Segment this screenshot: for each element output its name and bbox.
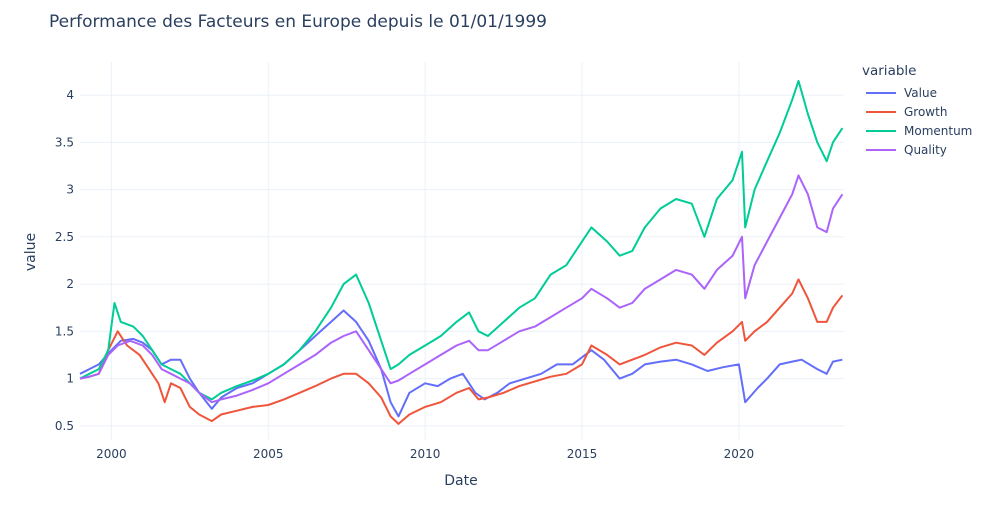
y-tick-label: 4 bbox=[66, 88, 74, 102]
x-axis-title: Date bbox=[444, 473, 477, 489]
legend-label-quality: Quality bbox=[904, 142, 947, 157]
legend-label-momentum: Momentum bbox=[904, 123, 973, 138]
y-axis-title: value bbox=[23, 233, 39, 271]
y-tick-label: 2 bbox=[66, 277, 74, 291]
y-tick-label: 3 bbox=[66, 183, 74, 197]
y-tick-label: 1 bbox=[66, 372, 74, 386]
legend-swatch-value bbox=[866, 91, 896, 94]
legend-item-quality[interactable]: Quality bbox=[862, 140, 972, 159]
legend-label-growth: Growth bbox=[904, 104, 948, 119]
x-tick-label: 2005 bbox=[253, 447, 284, 461]
series-line-momentum[interactable] bbox=[79, 79, 844, 401]
x-tick-label: 2015 bbox=[567, 447, 598, 461]
legend-item-growth[interactable]: Growth bbox=[862, 102, 972, 121]
series-lines bbox=[79, 79, 844, 425]
series-line-value[interactable] bbox=[79, 309, 843, 418]
legend-swatch-momentum bbox=[866, 129, 896, 132]
y-tick-label: 2.5 bbox=[55, 230, 74, 244]
grid bbox=[80, 62, 844, 440]
legend-swatch-growth bbox=[866, 110, 896, 113]
series-line-quality[interactable] bbox=[79, 174, 844, 404]
y-tick-label: 3.5 bbox=[55, 135, 74, 149]
legend-title: variable bbox=[862, 63, 917, 79]
legend-label-value: Value bbox=[904, 85, 937, 100]
x-tick-label: 2010 bbox=[410, 447, 441, 461]
legend: variable Value Growth Momentum Quality bbox=[862, 63, 972, 159]
x-tick-label: 2000 bbox=[96, 447, 127, 461]
y-tick-label: 0.5 bbox=[55, 419, 74, 433]
legend-item-momentum[interactable]: Momentum bbox=[862, 121, 972, 140]
x-tick-label: 2020 bbox=[724, 447, 755, 461]
legend-swatch-quality bbox=[866, 148, 896, 151]
legend-item-value[interactable]: Value bbox=[862, 83, 972, 102]
y-tick-label: 1.5 bbox=[55, 324, 74, 338]
chart-title: Performance des Facteurs en Europe depui… bbox=[49, 12, 547, 32]
axes: 0.5 1 1.5 2 2.5 3 3.5 4 2000 2005 2010 2015 2020 bbox=[55, 88, 754, 461]
series-line-growth[interactable] bbox=[79, 278, 844, 425]
